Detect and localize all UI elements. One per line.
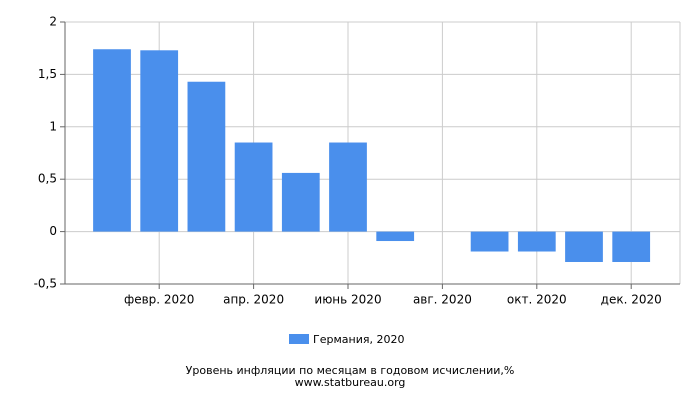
chart-title: Уровень инфляции по месяцам в годовом ис… xyxy=(186,364,515,377)
bar xyxy=(612,231,651,262)
x-tick-label: июнь 2020 xyxy=(314,293,381,307)
bar xyxy=(140,50,179,232)
y-tick-label: 0,5 xyxy=(38,172,57,186)
y-tick-label: 0 xyxy=(49,224,57,238)
bar xyxy=(329,142,367,232)
legend-swatch xyxy=(289,334,309,344)
x-tick-label: окт. 2020 xyxy=(507,293,567,307)
bar xyxy=(281,172,320,232)
y-tick-label: 2 xyxy=(49,15,57,29)
x-tick-label: авг. 2020 xyxy=(413,293,472,307)
bar xyxy=(517,231,556,252)
x-tick-label: февр. 2020 xyxy=(124,293,195,307)
bar xyxy=(565,231,603,262)
x-tick-label: дек. 2020 xyxy=(601,293,662,307)
bar xyxy=(234,142,273,232)
legend-label: Германия, 2020 xyxy=(313,333,404,346)
source: www.statbureau.org xyxy=(295,376,406,389)
bar xyxy=(376,231,415,242)
bar xyxy=(93,49,131,232)
y-tick-label: 1 xyxy=(49,119,57,133)
bar xyxy=(187,81,226,232)
x-tick-label: апр. 2020 xyxy=(223,293,284,307)
y-tick-label: 1,5 xyxy=(38,67,57,81)
y-tick-label: -0,5 xyxy=(34,277,57,291)
bar xyxy=(470,231,509,252)
